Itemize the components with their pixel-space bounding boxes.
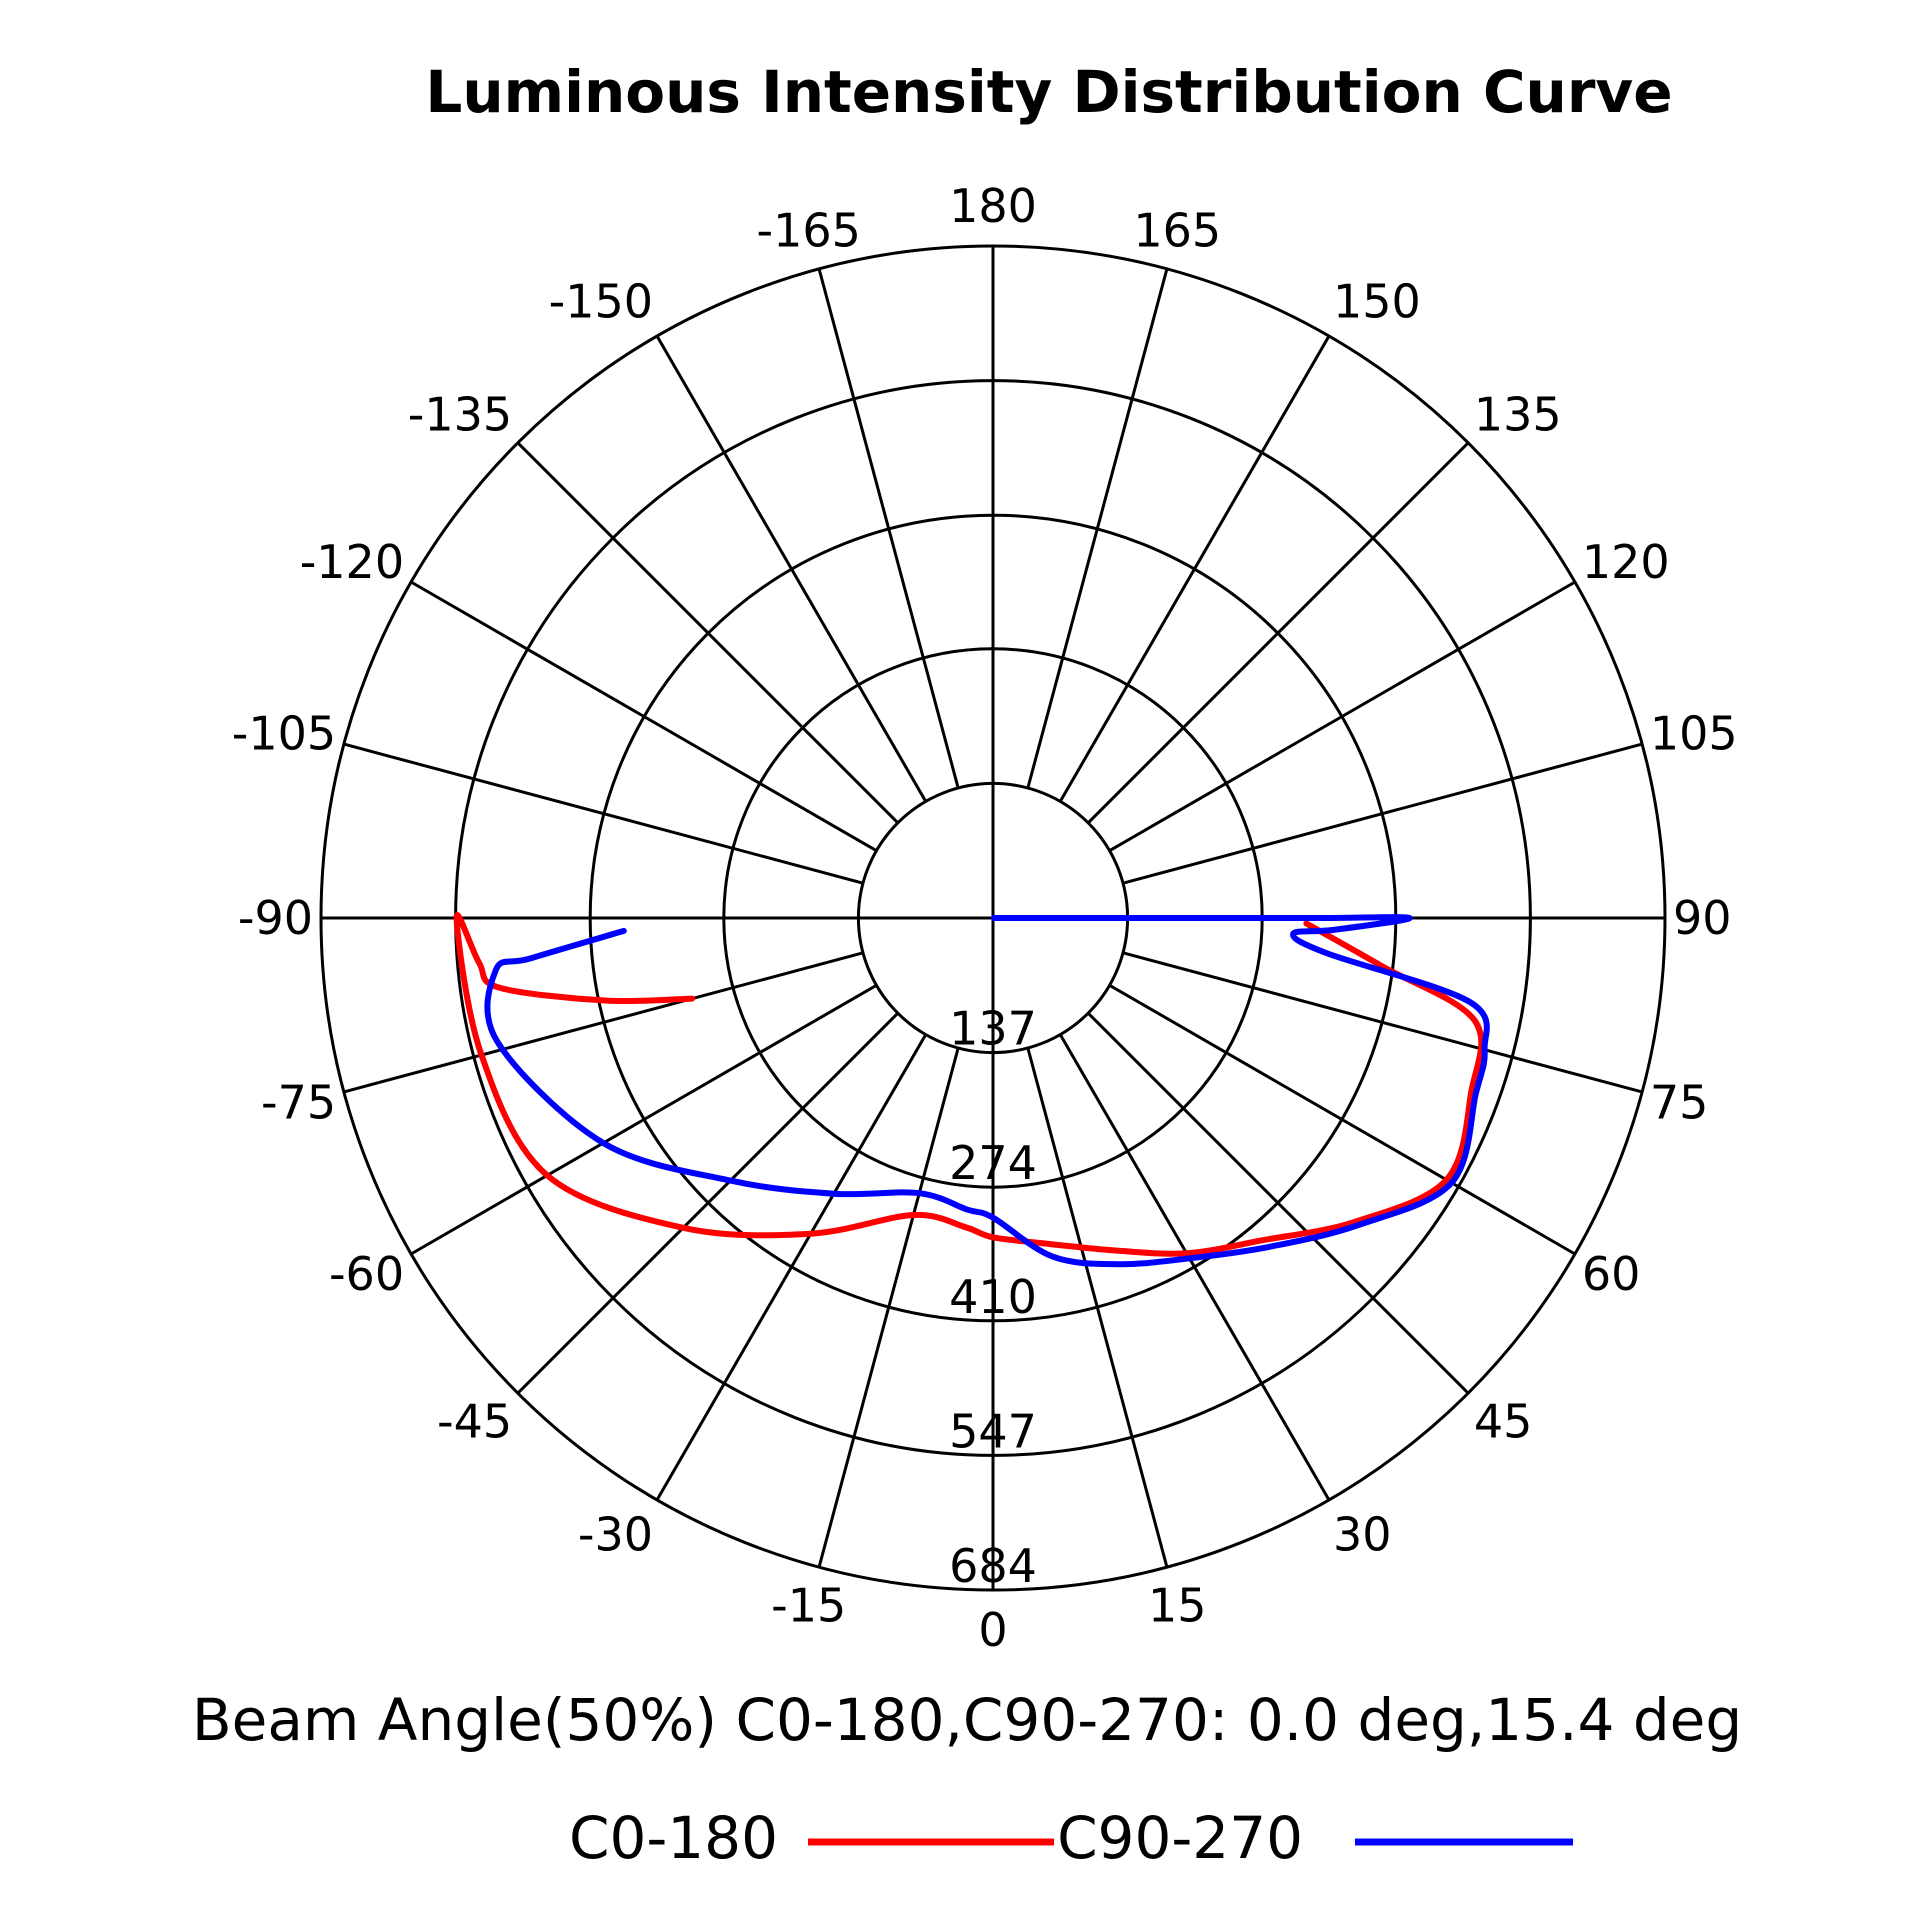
grid-spoke: [817, 1047, 960, 1568]
grid-spoke: [410, 983, 878, 1256]
angle-tick-label: 180: [949, 179, 1037, 233]
grid-spoke: [1026, 1047, 1169, 1568]
angle-tick-label: -165: [757, 203, 861, 257]
grid-spoke: [516, 1012, 899, 1395]
angle-tick-label: -75: [261, 1075, 336, 1129]
grid-spoke: [1058, 1033, 1331, 1501]
angle-tick-label: -60: [329, 1247, 404, 1301]
angle-tick-label: 105: [1650, 707, 1738, 761]
radial-tick-label: 410: [949, 1270, 1037, 1324]
beam-angle-text: Beam Angle(50%) C0-180,C90-270: 0.0 deg,…: [192, 1686, 1742, 1754]
angle-tick-label: 30: [1333, 1508, 1392, 1562]
angle-tick-label: 45: [1474, 1394, 1533, 1448]
grid-spoke: [1108, 580, 1576, 853]
grid-spoke: [1026, 268, 1169, 789]
legend-label: C90-270: [1057, 1804, 1303, 1872]
polar-grid: [319, 244, 1667, 1592]
angle-tick-label: -90: [238, 891, 313, 945]
angle-tick-label: -135: [408, 388, 512, 442]
radial-tick-label: 684: [949, 1539, 1037, 1593]
grid-spoke: [655, 335, 928, 803]
radial-tick-label: 274: [949, 1136, 1037, 1190]
series-curves: [453, 912, 1490, 1268]
angle-tick-label: 15: [1148, 1579, 1207, 1633]
grid-spoke: [410, 580, 878, 853]
angle-tick-labels: 0 15 30 45 60 75 90 105 120 135 150 165 180 -165 -150 -…: [232, 179, 1738, 1657]
grid-spoke: [343, 951, 864, 1094]
legend: C0-180 C90-270: [569, 1804, 1573, 1872]
grid-spoke: [343, 742, 864, 885]
grid-spoke: [1087, 1012, 1470, 1395]
chart-title: Luminous Intensity Distribution Curve: [425, 58, 1672, 126]
angle-tick-label: 165: [1133, 203, 1221, 257]
grid-spoke: [1108, 983, 1576, 1256]
angle-tick-label: 75: [1650, 1075, 1709, 1129]
angle-tick-label: 90: [1673, 891, 1732, 945]
grid-spoke: [1058, 335, 1331, 803]
radial-tick-labels: 137 274 410 547 684: [949, 1002, 1037, 1593]
grid-spoke: [1122, 742, 1643, 885]
grid-spoke: [817, 268, 960, 789]
angle-tick-label: -105: [232, 707, 336, 761]
radial-tick-label: 547: [949, 1404, 1037, 1458]
angle-tick-label: -15: [771, 1579, 846, 1633]
angle-tick-label: 135: [1474, 388, 1562, 442]
angle-tick-label: 0: [978, 1603, 1007, 1657]
series-line-c0-180: [453, 912, 1485, 1257]
angle-tick-label: -30: [578, 1508, 653, 1562]
angle-tick-label: 120: [1582, 535, 1670, 589]
angle-tick-label: -150: [549, 274, 653, 328]
grid-spoke: [1087, 441, 1470, 824]
angle-tick-label: 150: [1333, 274, 1421, 328]
legend-label: C0-180: [569, 1804, 778, 1872]
angle-tick-label: -120: [300, 535, 404, 589]
radial-tick-label: 137: [949, 1002, 1037, 1056]
angle-tick-label: -45: [437, 1394, 512, 1448]
angle-tick-label: 60: [1582, 1247, 1641, 1301]
grid-spoke: [1122, 951, 1643, 1094]
grid-spoke: [655, 1033, 928, 1501]
series-line-c90-270: [484, 914, 1490, 1268]
grid-spoke: [516, 441, 899, 824]
